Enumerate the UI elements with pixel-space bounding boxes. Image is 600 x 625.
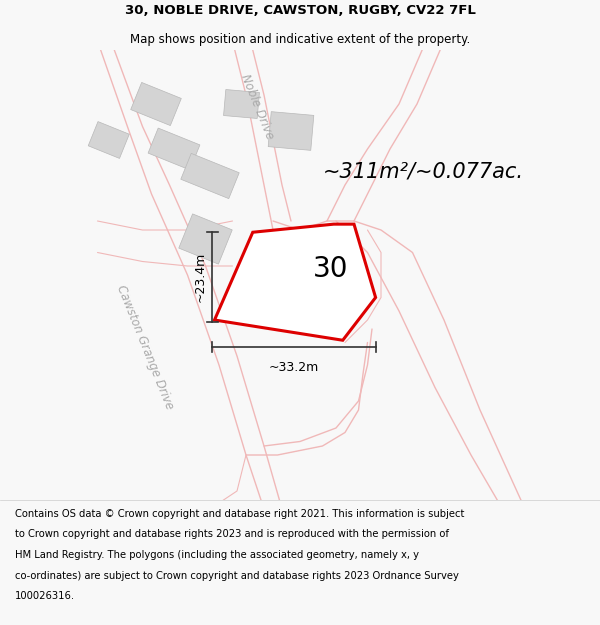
Polygon shape bbox=[224, 89, 259, 119]
Polygon shape bbox=[131, 82, 181, 126]
Text: HM Land Registry. The polygons (including the associated geometry, namely x, y: HM Land Registry. The polygons (includin… bbox=[15, 550, 419, 560]
Text: Contains OS data © Crown copyright and database right 2021. This information is : Contains OS data © Crown copyright and d… bbox=[15, 509, 464, 519]
Polygon shape bbox=[88, 122, 129, 158]
Text: co-ordinates) are subject to Crown copyright and database rights 2023 Ordnance S: co-ordinates) are subject to Crown copyr… bbox=[15, 571, 459, 581]
Text: to Crown copyright and database rights 2023 and is reproduced with the permissio: to Crown copyright and database rights 2… bbox=[15, 529, 449, 539]
Polygon shape bbox=[179, 214, 232, 264]
Text: Cawston Grange Drive: Cawston Grange Drive bbox=[114, 283, 176, 411]
Polygon shape bbox=[181, 153, 239, 199]
Text: ~33.2m: ~33.2m bbox=[269, 361, 319, 374]
Text: 30, NOBLE DRIVE, CAWSTON, RUGBY, CV22 7FL: 30, NOBLE DRIVE, CAWSTON, RUGBY, CV22 7F… bbox=[125, 4, 475, 18]
Polygon shape bbox=[148, 128, 200, 170]
Polygon shape bbox=[268, 112, 314, 151]
Text: Noble Drive: Noble Drive bbox=[238, 72, 276, 141]
Text: ~311m²/~0.077ac.: ~311m²/~0.077ac. bbox=[323, 161, 523, 181]
Polygon shape bbox=[215, 224, 376, 340]
Text: Map shows position and indicative extent of the property.: Map shows position and indicative extent… bbox=[130, 32, 470, 46]
Text: 100026316.: 100026316. bbox=[15, 591, 75, 601]
Text: ~23.4m: ~23.4m bbox=[193, 252, 206, 302]
Text: 30: 30 bbox=[313, 254, 348, 282]
